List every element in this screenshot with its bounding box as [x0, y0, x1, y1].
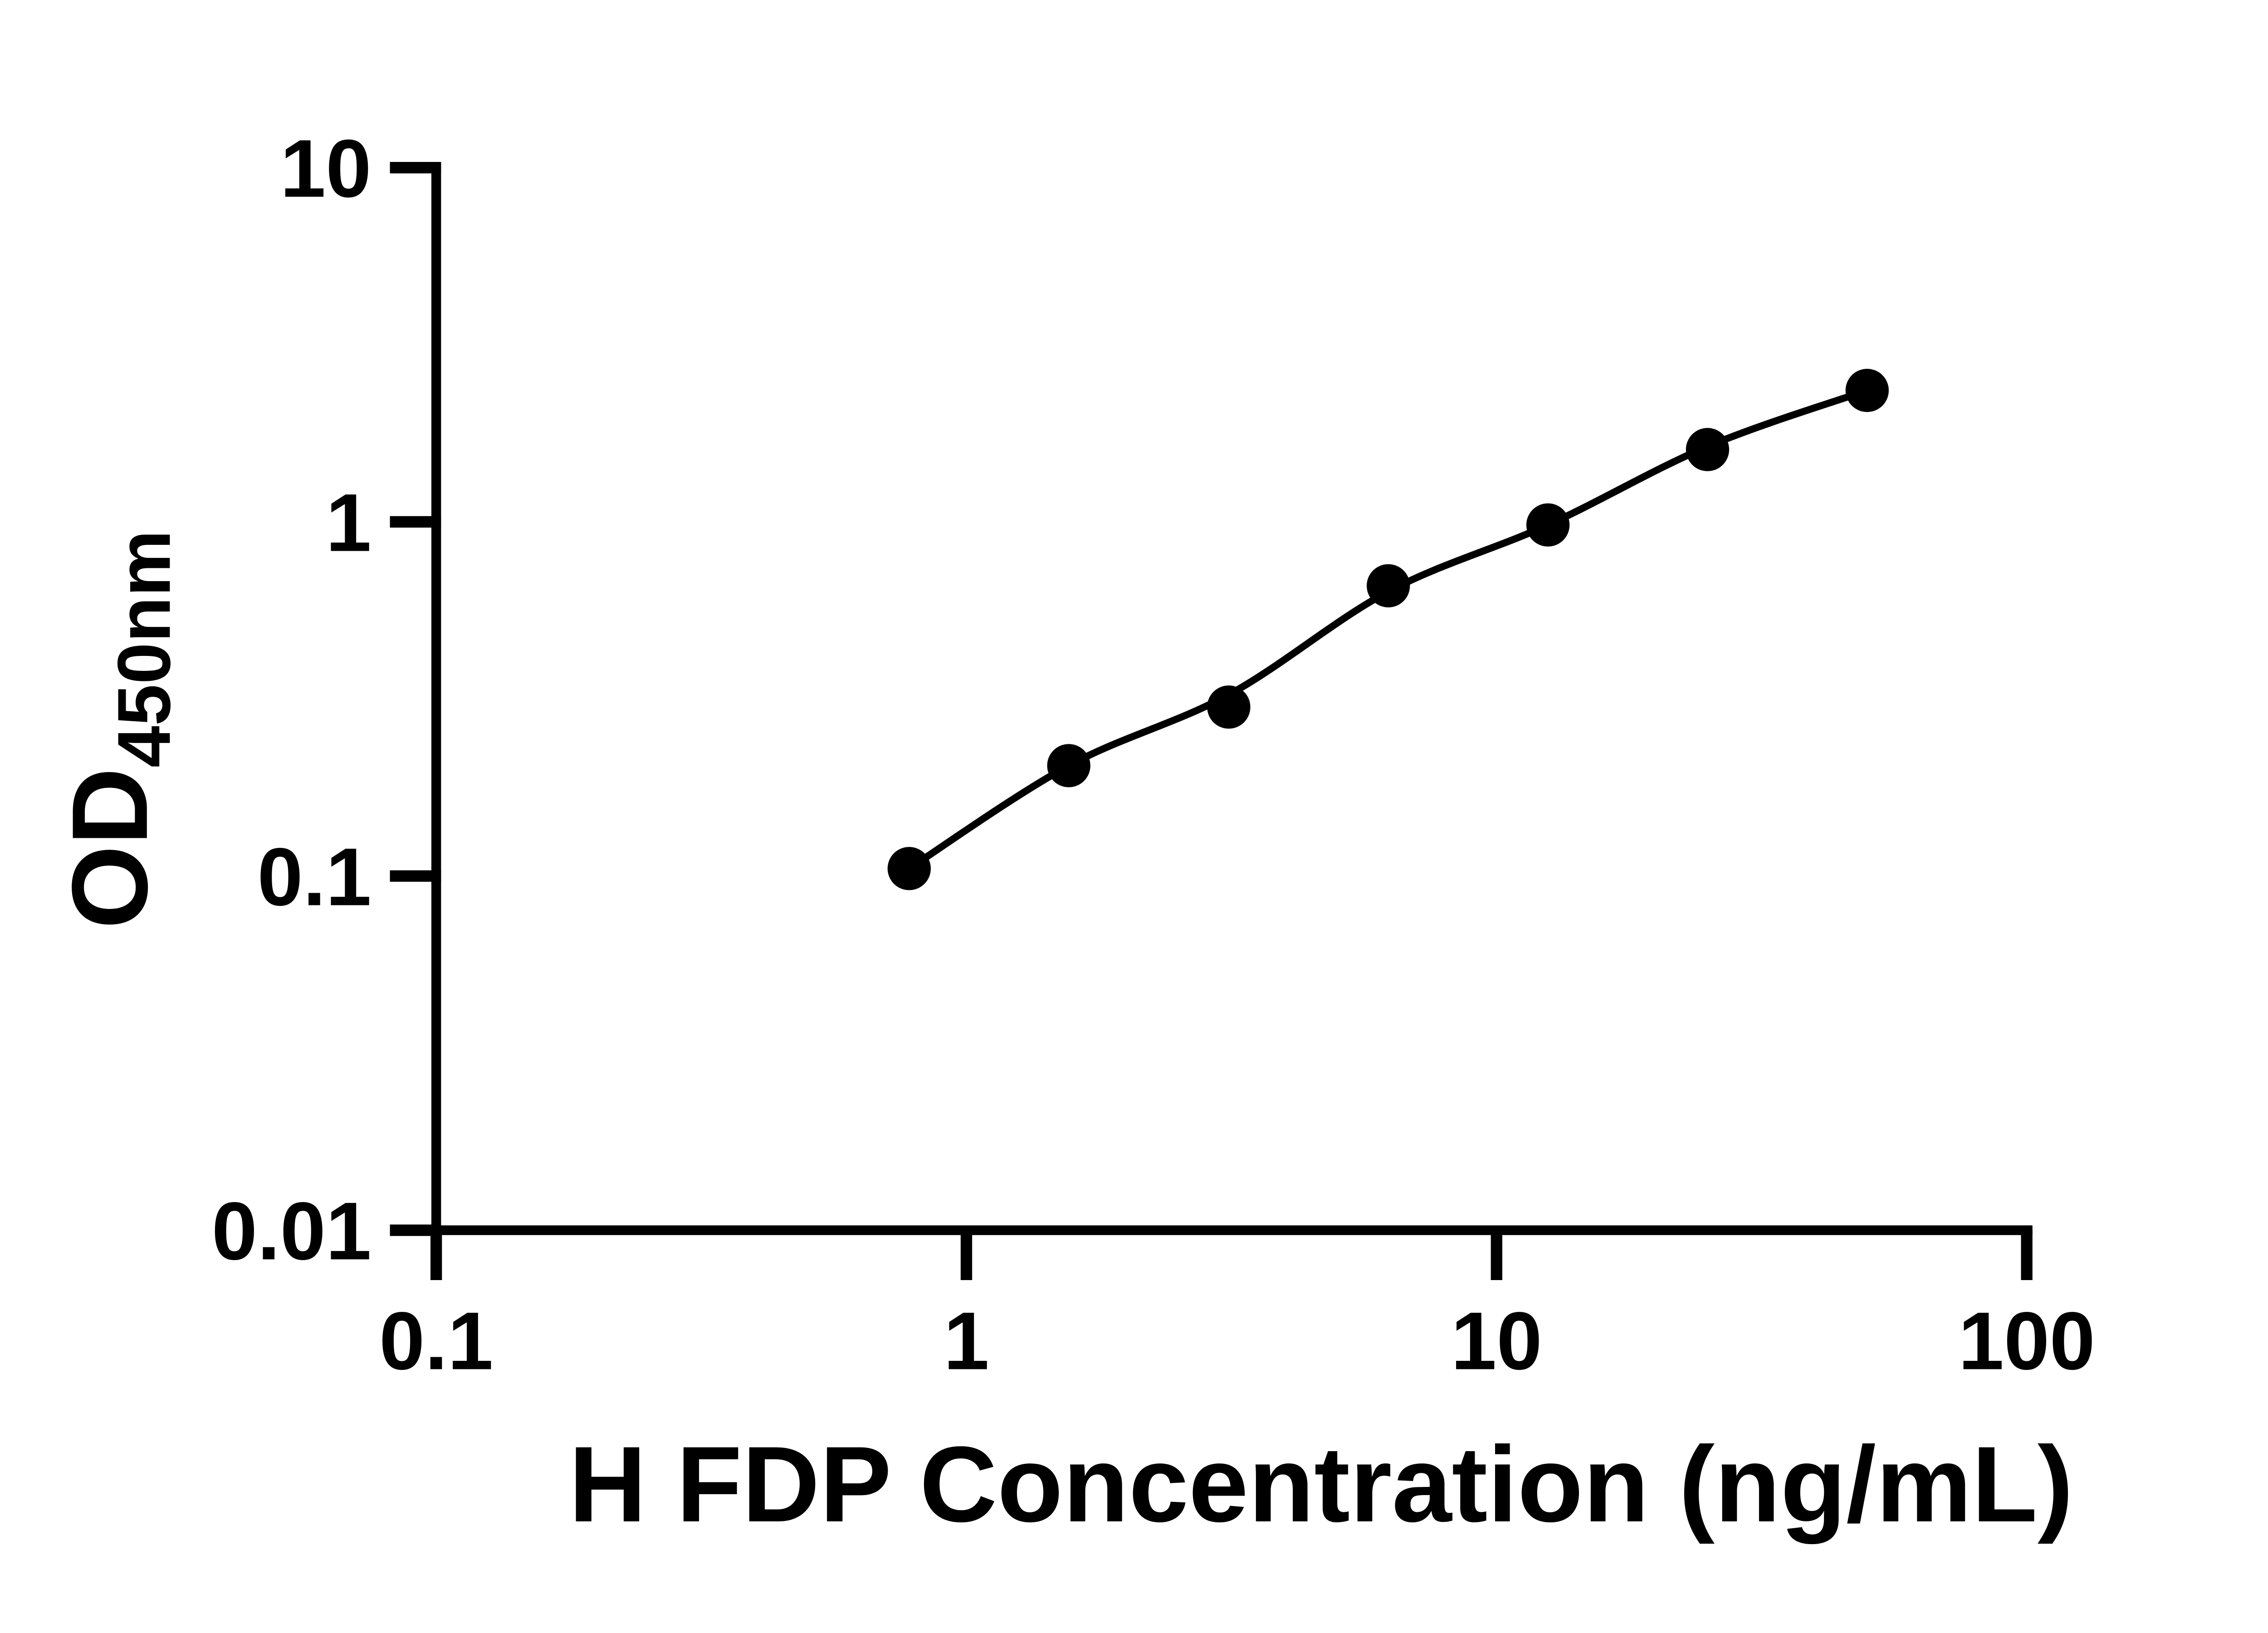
data-points-layer: [887, 369, 1889, 890]
plot-background: [0, 22, 2268, 1611]
x-tick-label: 100: [1958, 1295, 2095, 1387]
y-axis-title-main: OD: [50, 768, 170, 929]
data-point: [1526, 503, 1570, 547]
x-axis-title: H FDP Concentration (ng/mL): [569, 1424, 2073, 1545]
y-tick-label: 10: [280, 123, 371, 215]
y-axis-title: OD450nm: [50, 530, 186, 929]
data-point: [1207, 685, 1251, 729]
x-tick-label: 10: [1451, 1295, 1542, 1387]
y-axis-title-subscript: 450nm: [102, 530, 186, 768]
data-point: [1686, 428, 1730, 471]
data-point: [1845, 369, 1889, 412]
data-point: [887, 847, 931, 890]
y-tick-label: 0.1: [257, 831, 371, 923]
x-tick-label: 0.1: [379, 1295, 493, 1387]
y-tick-label: 0.01: [212, 1185, 371, 1277]
data-point: [1047, 744, 1090, 787]
y-tick-label: 1: [326, 477, 371, 569]
data-point: [1367, 564, 1410, 607]
x-tick-label: 1: [943, 1295, 989, 1387]
